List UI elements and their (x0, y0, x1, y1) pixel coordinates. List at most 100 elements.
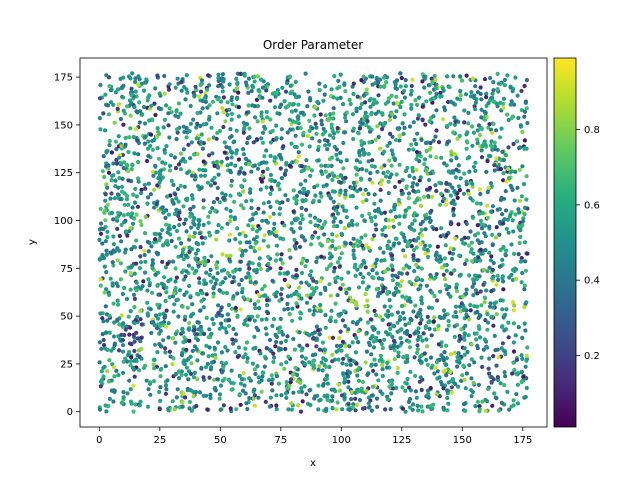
scatter-point (144, 158, 150, 164)
scatter-point (106, 379, 112, 384)
scatter-point (478, 258, 483, 263)
scatter-point (322, 137, 327, 143)
scatter-point (449, 221, 454, 226)
scatter-point (491, 88, 496, 93)
scatter-point (319, 169, 324, 174)
scatter-point (483, 408, 488, 413)
scatter-point (209, 360, 215, 365)
scatter-point (351, 126, 356, 131)
scatter-point (158, 169, 163, 174)
scatter-point (444, 202, 449, 207)
scatter-point (268, 395, 273, 400)
scatter-point (219, 159, 224, 164)
scatter-point (382, 149, 387, 154)
scatter-point (269, 381, 274, 386)
scatter-point (215, 111, 220, 116)
scatter-point (319, 118, 324, 123)
scatter-point (355, 373, 360, 378)
scatter-point (236, 353, 242, 358)
scatter-point (128, 271, 133, 276)
scatter-point (232, 215, 237, 220)
scatter-point (366, 159, 371, 164)
scatter-point (327, 251, 332, 256)
scatter-point (220, 84, 225, 90)
scatter-point (239, 183, 244, 188)
scatter-point (434, 155, 439, 160)
scatter-point (409, 106, 414, 111)
scatter-point (351, 81, 356, 86)
scatter-point (447, 182, 452, 187)
scatter-point (265, 166, 270, 172)
scatter-point (123, 135, 128, 140)
scatter-point (422, 351, 427, 356)
scatter-point (166, 87, 172, 92)
scatter-point (187, 399, 192, 405)
scatter-point (407, 339, 412, 344)
scatter-point (181, 247, 186, 252)
scatter-point (256, 88, 261, 93)
scatter-point (452, 152, 457, 157)
scatter-point (376, 93, 381, 98)
scatter-point (152, 101, 157, 106)
scatter-point (171, 309, 176, 314)
scatter-point (329, 398, 334, 403)
scatter-point (405, 271, 410, 276)
scatter-point (177, 222, 182, 228)
scatter-point (128, 359, 133, 364)
scatter-point (335, 96, 340, 101)
scatter-point (299, 296, 304, 301)
scatter-point (477, 187, 482, 192)
scatter-point (220, 106, 225, 111)
scatter-point (415, 102, 420, 107)
scatter-point (441, 369, 446, 374)
scatter-point (350, 298, 355, 304)
scatter-point (523, 394, 528, 400)
scatter-point (220, 280, 225, 285)
scatter-point (138, 339, 143, 344)
scatter-point (118, 116, 123, 122)
scatter-point (285, 386, 290, 391)
scatter-point (170, 199, 175, 204)
scatter-point (434, 188, 439, 194)
scatter-point (405, 359, 410, 364)
scatter-point (331, 219, 336, 224)
y-tick-label: 0 (67, 407, 73, 418)
scatter-point (273, 258, 279, 263)
scatter-point (461, 307, 466, 313)
scatter-point (128, 126, 133, 131)
scatter-point (246, 223, 251, 228)
scatter-point (115, 317, 120, 322)
scatter-point (256, 375, 261, 380)
scatter-point (385, 246, 390, 251)
scatter-point (261, 160, 266, 165)
scatter-point (101, 365, 106, 370)
scatter-point (116, 87, 121, 92)
scatter-point (137, 77, 142, 82)
scatter-point (331, 106, 336, 111)
scatter-point (204, 270, 209, 275)
scatter-point (228, 214, 233, 219)
scatter-point (462, 346, 467, 351)
scatter-point (294, 201, 299, 206)
scatter-point (375, 124, 380, 129)
scatter-point (215, 377, 220, 382)
scatter-point (99, 346, 104, 351)
scatter-point (458, 336, 463, 341)
scatter-point (287, 74, 292, 79)
scatter-point (439, 155, 444, 160)
scatter-point (220, 368, 225, 373)
scatter-point (270, 388, 275, 393)
scatter-point (263, 356, 268, 361)
scatter-point (383, 269, 388, 274)
scatter-point (152, 187, 157, 192)
scatter-point (465, 140, 470, 145)
scatter-point (211, 275, 216, 280)
scatter-point (461, 363, 466, 368)
scatter-point (180, 404, 185, 409)
scatter-point (252, 387, 257, 392)
scatter-point (458, 176, 463, 181)
scatter-point (365, 119, 370, 124)
scatter-point (337, 388, 343, 393)
scatter-point (304, 300, 310, 305)
scatter-point (351, 252, 356, 257)
